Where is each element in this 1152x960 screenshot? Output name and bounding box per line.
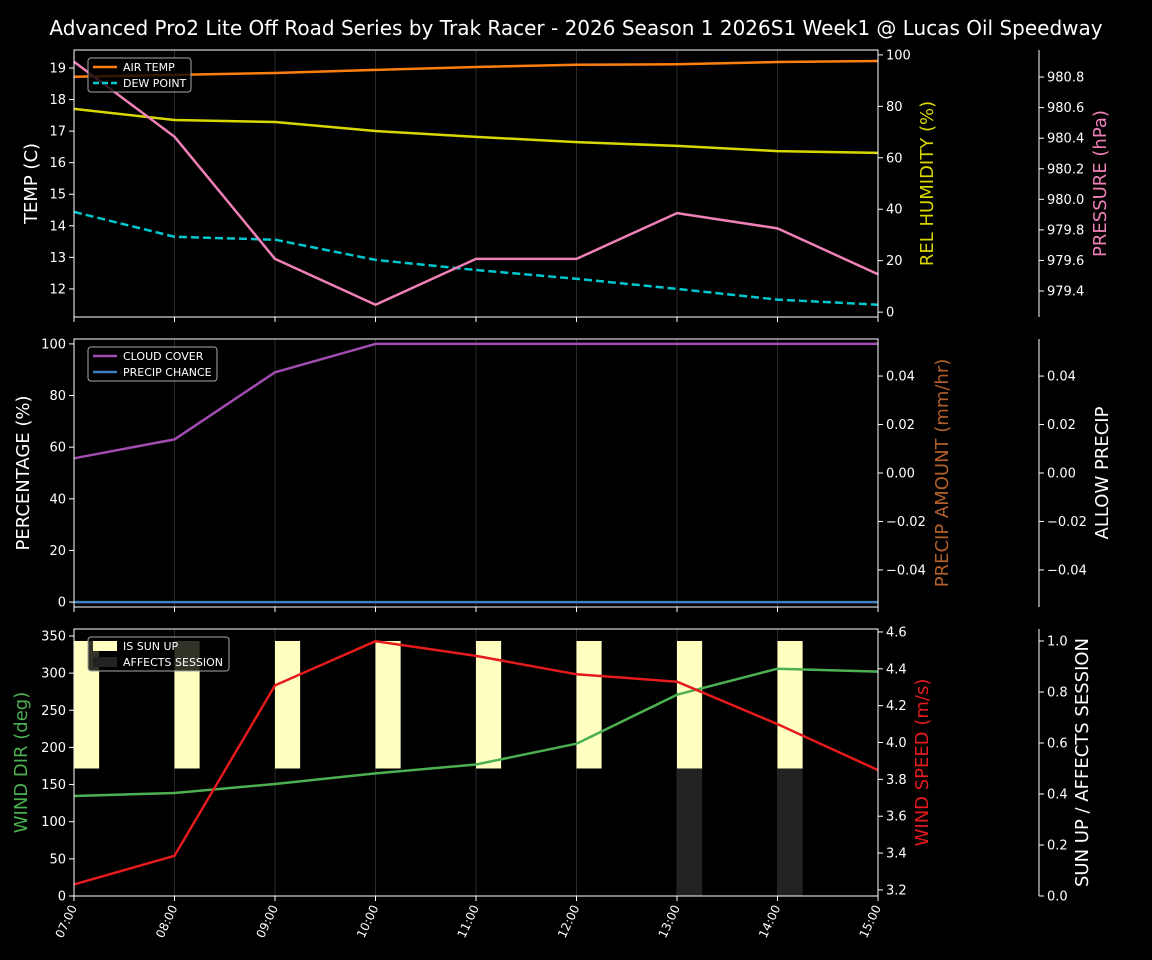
- axis-label: REL HUMIDITY (%): [917, 101, 938, 266]
- y-tick-label: 15: [49, 188, 66, 203]
- bar-is-sun-up: [275, 640, 301, 769]
- y-tick-label: −0.04: [886, 563, 926, 578]
- y-tick-label: 980.0: [1047, 193, 1084, 208]
- y-tick-label: 200: [41, 741, 66, 756]
- y-tick-label: 150: [41, 778, 66, 793]
- y-tick-label: 60: [886, 151, 903, 166]
- chart-title: Advanced Pro2 Lite Off Road Series by Tr…: [49, 16, 1102, 40]
- y-tick-label: 100: [886, 48, 911, 63]
- y-tick-label: 4.4: [886, 662, 907, 677]
- y-tick-label: 0.2: [1047, 838, 1068, 853]
- y-tick-label: −0.02: [1047, 515, 1087, 530]
- y-tick-label: 0: [58, 890, 66, 905]
- axis-label: WIND DIR (deg): [11, 692, 32, 834]
- panel-1: 12 13 14 15 16 17 18 19 TEMP (C) 0 20 40 60 80 100 REL …: [21, 48, 1111, 322]
- y-tick-label: −0.02: [886, 515, 926, 530]
- y-tick-label: 20: [886, 254, 903, 269]
- legend-label: PRECIP CHANCE: [123, 366, 212, 379]
- bar-is-sun-up: [677, 640, 703, 769]
- panel-2: 0 20 40 60 80 100 PERCENTAGE (%) −0.04 −0.02 0.00…: [13, 337, 1113, 612]
- series-line-dew-point: [73, 210, 879, 306]
- y-tick-label: 3.8: [886, 773, 907, 788]
- axis-label: PRECIP AMOUNT (mm/hr): [932, 359, 953, 588]
- legend: CLOUD COVER PRECIP CHANCE: [87, 346, 218, 382]
- axis-label: TEMP (C): [21, 143, 42, 225]
- y-tick-label: 60: [49, 441, 66, 456]
- y-tick-label: 100: [41, 815, 66, 830]
- legend-swatch: [93, 657, 117, 667]
- y-tick-label: 3.2: [886, 883, 907, 898]
- y-tick-label: 0.00: [886, 467, 915, 482]
- y-tick-label: 979.8: [1047, 223, 1084, 238]
- axis-label: PERCENTAGE (%): [13, 395, 34, 550]
- y-tick-label: 18: [49, 93, 66, 108]
- y-tick-label: 980.4: [1047, 132, 1084, 147]
- y-tick-label: 40: [886, 203, 903, 218]
- y-tick-label: 20: [49, 544, 66, 559]
- y-tick-label: 4.0: [886, 736, 907, 751]
- y-tick-label: 0.04: [886, 370, 915, 385]
- legend-label: AIR TEMP: [123, 61, 175, 74]
- y-tick-label: 19: [49, 61, 66, 76]
- y-tick-label: 0.04: [1047, 370, 1076, 385]
- bar-is-sun-up: [576, 640, 602, 769]
- legend-label: DEW POINT: [123, 77, 187, 90]
- y-tick-label: 14: [49, 219, 66, 234]
- y-tick-label: 0.02: [886, 418, 915, 433]
- y-tick-label: 17: [49, 125, 66, 140]
- legend-box: [87, 636, 230, 672]
- y-tick-label: 4.2: [886, 699, 907, 714]
- axis-label: WIND SPEED (m/s): [912, 679, 933, 847]
- bar-is-sun-up: [476, 640, 502, 769]
- legend-label: CLOUD COVER: [123, 350, 204, 363]
- legend-box: [87, 346, 218, 382]
- y-tick-label: 3.4: [886, 847, 907, 862]
- axis-label: ALLOW PRECIP: [1092, 406, 1113, 539]
- y-tick-label: 979.4: [1047, 285, 1084, 300]
- bar-is-sun-up: [777, 640, 803, 769]
- axis-label: SUN UP / AFFECTS SESSION: [1072, 638, 1093, 887]
- y-tick-label: 0: [886, 306, 894, 321]
- legend: IS SUN UP AFFECTS SESSION: [87, 636, 230, 672]
- plot-frame: [73, 49, 879, 318]
- y-tick-label: 3.6: [886, 810, 907, 825]
- y-tick-label: 40: [49, 492, 66, 507]
- y-tick-label: −0.04: [1047, 563, 1087, 578]
- y-tick-label: 980.8: [1047, 71, 1084, 86]
- y-tick-label: 16: [49, 156, 66, 171]
- y-tick-label: 0.02: [1047, 418, 1076, 433]
- legend: AIR TEMP DEW POINT: [87, 57, 192, 93]
- legend-label: AFFECTS SESSION: [123, 656, 223, 669]
- y-tick-label: 979.6: [1047, 254, 1084, 269]
- y-tick-label: 4.6: [886, 625, 907, 640]
- bar-is-sun-up: [375, 640, 401, 769]
- y-tick-label: 300: [41, 667, 66, 682]
- panels: 12 13 14 15 16 17 18 19 TEMP (C) 0 20 40 60 80 100 REL …: [11, 48, 1113, 940]
- y-tick-label: 80: [49, 389, 66, 404]
- panel-3: 07:00 08:00 09:00 10:00 11:00 12:00 13:00 14:00…: [11, 625, 1093, 940]
- y-tick-label: 980.6: [1047, 101, 1084, 116]
- y-tick-label: 0.00: [1047, 467, 1076, 482]
- legend-label: IS SUN UP: [123, 640, 179, 653]
- y-tick-label: 80: [886, 100, 903, 115]
- y-tick-label: 0: [58, 596, 66, 611]
- y-tick-label: 980.2: [1047, 162, 1084, 177]
- y-tick-label: 0.8: [1047, 685, 1068, 700]
- plot-frame: [73, 628, 879, 897]
- y-tick-label: 250: [41, 704, 66, 719]
- y-tick-label: 50: [49, 852, 66, 867]
- bar-affects-session: [777, 768, 803, 896]
- y-tick-label: 0.6: [1047, 736, 1068, 751]
- y-tick-label: 0.4: [1047, 787, 1068, 802]
- legend-swatch: [93, 641, 117, 651]
- axis-label: PRESSURE (hPa): [1090, 110, 1111, 257]
- y-tick-label: 13: [49, 251, 66, 266]
- bar-affects-session: [677, 768, 703, 896]
- y-tick-label: 12: [49, 282, 66, 297]
- y-tick-label: 1.0: [1047, 634, 1068, 649]
- y-tick-label: 100: [41, 337, 66, 352]
- y-tick-label: 350: [41, 629, 66, 644]
- y-tick-label: 0.0: [1047, 890, 1068, 905]
